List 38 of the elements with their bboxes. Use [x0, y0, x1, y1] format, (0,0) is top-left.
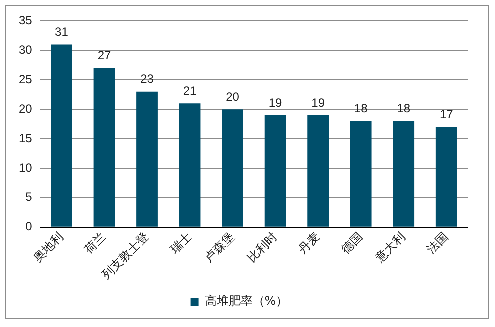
- data-label: 18: [354, 102, 368, 116]
- bar: [393, 121, 415, 227]
- legend-label: 高堆肥率（%）: [204, 294, 288, 308]
- y-tick-label: 5: [26, 190, 33, 204]
- data-label: 21: [183, 84, 198, 98]
- y-tick-label: 10: [18, 160, 33, 175]
- bar: [264, 115, 286, 227]
- data-label: 19: [312, 96, 326, 110]
- x-tick-label: 法国: [424, 230, 451, 257]
- data-label: 18: [397, 102, 411, 116]
- data-label: 17: [440, 108, 454, 122]
- data-label: 20: [226, 90, 240, 104]
- y-tick-label: 25: [18, 72, 33, 86]
- bar: [308, 115, 330, 227]
- x-tick-label: 德国: [338, 230, 366, 257]
- bar: [350, 121, 372, 227]
- bar: [136, 92, 158, 227]
- x-tick-label: 荷兰: [82, 230, 109, 257]
- data-label: 23: [140, 72, 154, 86]
- bar: [436, 127, 458, 227]
- y-tick-label: 0: [26, 220, 33, 234]
- data-label: 19: [268, 96, 283, 110]
- y-tick-label: 20: [18, 102, 33, 116]
- x-tick-label: 卢森堡: [202, 230, 238, 266]
- x-tick-label: 比利时: [244, 230, 280, 266]
- y-tick-label: 35: [18, 14, 33, 28]
- x-tick-label: 奥地利: [30, 230, 66, 266]
- data-label: 27: [98, 48, 112, 63]
- bar: [179, 104, 201, 227]
- x-tick-label: 丹麦: [296, 230, 323, 257]
- bar: [51, 44, 72, 227]
- bar: [222, 110, 244, 227]
- y-tick-label: 15: [18, 131, 33, 146]
- bar: [94, 68, 116, 227]
- x-tick-label: 瑞士: [167, 230, 194, 257]
- data-label: 31: [55, 25, 69, 40]
- x-tick-label: 意大利: [372, 230, 408, 266]
- y-tick-label: 30: [18, 42, 33, 57]
